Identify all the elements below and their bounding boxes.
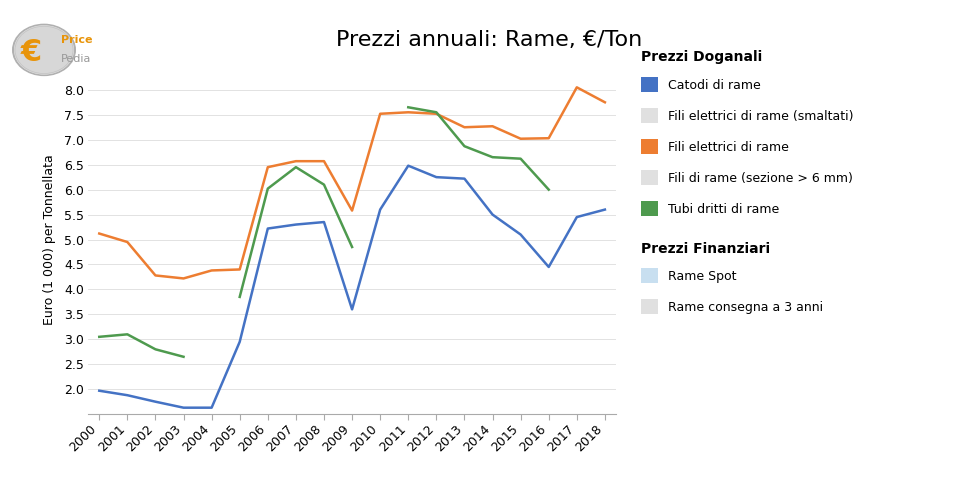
Text: Fili elettrici di rame: Fili elettrici di rame (667, 141, 788, 154)
Text: Tubi dritti di rame: Tubi dritti di rame (667, 203, 779, 216)
Text: Fili elettrici di rame (smaltati): Fili elettrici di rame (smaltati) (667, 110, 853, 123)
Text: Prezzi annuali: Rame, €/Ton: Prezzi annuali: Rame, €/Ton (335, 30, 642, 50)
Y-axis label: Euro (1 000) per Tonnellata: Euro (1 000) per Tonnellata (42, 154, 56, 325)
Text: Prezzi Finanziari: Prezzi Finanziari (640, 242, 769, 256)
Text: Rame Spot: Rame Spot (667, 270, 736, 283)
Circle shape (15, 26, 73, 74)
Text: Catodi di rame: Catodi di rame (667, 79, 760, 92)
Circle shape (15, 26, 73, 74)
Text: Prezzi Doganali: Prezzi Doganali (640, 50, 761, 64)
Circle shape (13, 24, 75, 75)
Text: Fili di rame (sezione > 6 mm): Fili di rame (sezione > 6 mm) (667, 172, 852, 185)
Text: Price: Price (61, 35, 92, 45)
Text: €: € (21, 38, 42, 67)
Text: Pedia: Pedia (61, 54, 92, 64)
Text: Rame consegna a 3 anni: Rame consegna a 3 anni (667, 301, 823, 314)
